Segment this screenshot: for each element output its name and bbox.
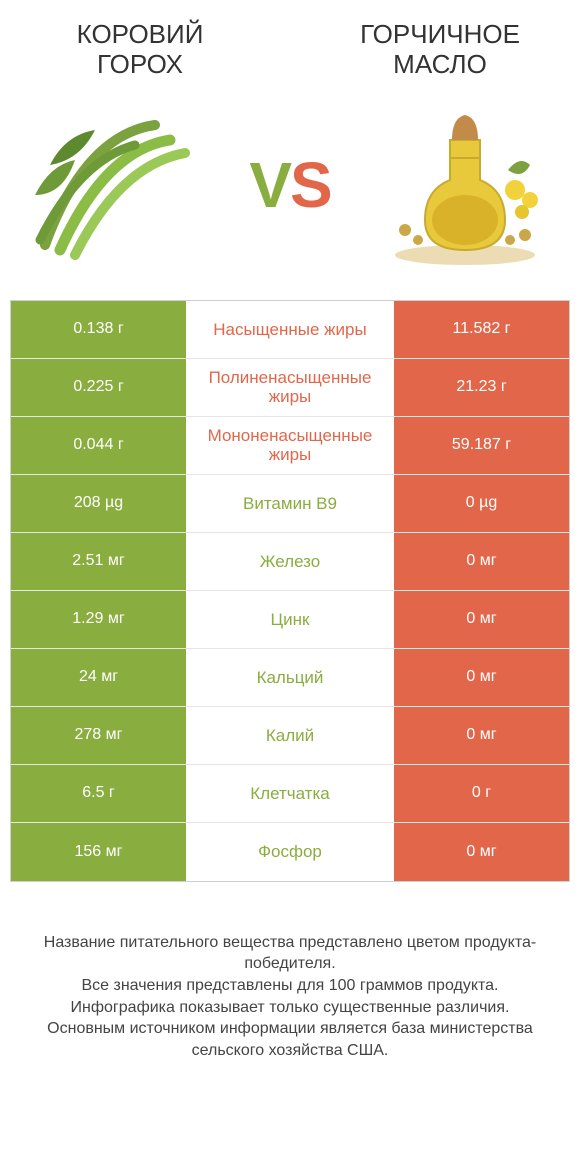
table-row: 278 мгКалий0 мг	[11, 707, 569, 765]
nutrient-label: Витамин B9	[186, 475, 394, 532]
left-value: 0.044 г	[11, 417, 186, 474]
footer-notes: Название питательного вещества представл…	[20, 932, 560, 1062]
footer-line: Основным источником информации является …	[20, 1018, 560, 1061]
table-row: 24 мгКальций0 мг	[11, 649, 569, 707]
footer-line: Все значения представлены для 100 граммо…	[20, 975, 560, 997]
nutrient-label: Кальций	[186, 649, 394, 706]
left-value: 156 мг	[11, 823, 186, 881]
left-product-image	[20, 95, 210, 275]
right-product-title: Горчичное масло	[330, 20, 550, 80]
nutrient-label: Мононенасыщенные жиры	[186, 417, 394, 474]
right-value: 0 мг	[394, 533, 569, 590]
left-value: 0.225 г	[11, 359, 186, 416]
left-value: 0.138 г	[11, 301, 186, 358]
footer-line: Название питательного вещества представл…	[20, 932, 560, 975]
right-value: 0 мг	[394, 649, 569, 706]
footer-line: Инфографика показывает только существенн…	[20, 997, 560, 1019]
table-row: 0.138 гНасыщенные жиры11.582 г	[11, 301, 569, 359]
nutrient-label: Калий	[186, 707, 394, 764]
left-value: 1.29 мг	[11, 591, 186, 648]
vs-s: S	[290, 149, 331, 221]
header: Коровий горох Горчичное масло	[0, 0, 580, 80]
right-value: 0 µg	[394, 475, 569, 532]
nutrient-label: Полиненасыщенные жиры	[186, 359, 394, 416]
left-product-title: Коровий горох	[30, 20, 250, 80]
comparison-table: 0.138 гНасыщенные жиры11.582 г0.225 гПол…	[10, 300, 570, 882]
left-value: 278 мг	[11, 707, 186, 764]
left-value: 2.51 мг	[11, 533, 186, 590]
table-row: 208 µgВитамин B90 µg	[11, 475, 569, 533]
table-row: 0.044 гМононенасыщенные жиры59.187 г	[11, 417, 569, 475]
nutrient-label: Цинк	[186, 591, 394, 648]
vs-label: VS	[249, 148, 330, 222]
table-row: 156 мгФосфор0 мг	[11, 823, 569, 881]
table-row: 0.225 гПолиненасыщенные жиры21.23 г	[11, 359, 569, 417]
left-value: 24 мг	[11, 649, 186, 706]
right-value: 59.187 г	[394, 417, 569, 474]
table-row: 2.51 мгЖелезо0 мг	[11, 533, 569, 591]
right-value: 0 мг	[394, 707, 569, 764]
nutrient-label: Фосфор	[186, 823, 394, 881]
nutrient-label: Насыщенные жиры	[186, 301, 394, 358]
table-row: 6.5 гКлетчатка0 г	[11, 765, 569, 823]
right-product-image	[370, 95, 560, 275]
right-value: 0 г	[394, 765, 569, 822]
nutrient-label: Железо	[186, 533, 394, 590]
table-row: 1.29 мгЦинк0 мг	[11, 591, 569, 649]
vs-row: VS	[0, 80, 580, 300]
vs-v: V	[249, 149, 290, 221]
right-value: 0 мг	[394, 823, 569, 881]
nutrient-label: Клетчатка	[186, 765, 394, 822]
right-value: 21.23 г	[394, 359, 569, 416]
left-value: 6.5 г	[11, 765, 186, 822]
right-value: 11.582 г	[394, 301, 569, 358]
left-value: 208 µg	[11, 475, 186, 532]
right-value: 0 мг	[394, 591, 569, 648]
